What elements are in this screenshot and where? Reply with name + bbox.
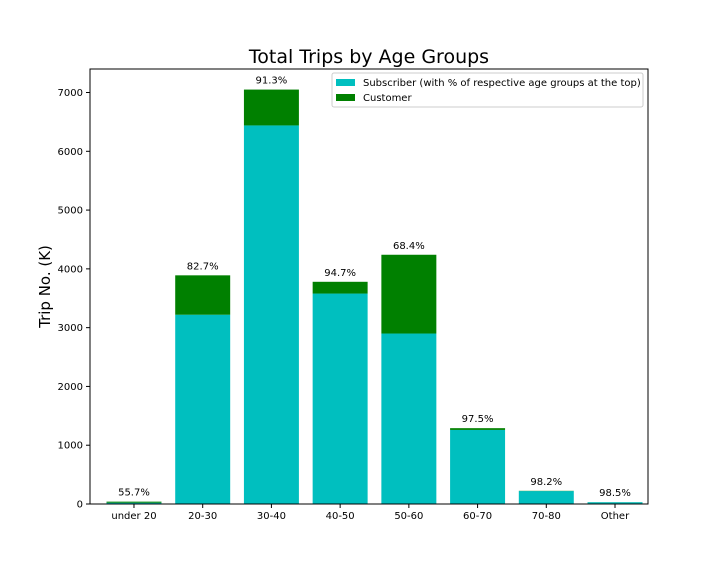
x-tick-label-4: 50-60: [394, 511, 423, 522]
bar-subscriber-0: [106, 502, 162, 504]
plot-area: 55.7% under 20 82.7% 20-30 91.3% 30-40 94.7% 40…: [58, 68, 649, 522]
y-tick-label-5: 5000: [58, 206, 83, 217]
bar-customer-5: [450, 428, 506, 430]
data-label-5: 97.5%: [462, 414, 494, 425]
y-tick-label-0: 0: [77, 500, 83, 511]
legend-label-customer: Customer: [363, 93, 412, 104]
legend: Subscriber (with % of respective age gro…: [331, 72, 644, 108]
legend-label-subscriber: Subscriber (with % of respective age gro…: [363, 78, 641, 89]
legend-swatch-customer: [336, 94, 355, 101]
data-label-6: 98.2%: [530, 477, 562, 488]
bar-subscriber-1: [175, 314, 231, 504]
bar-customer-2: [243, 89, 299, 126]
x-tick-label-3: 40-50: [326, 511, 355, 522]
x-tick-label-6: 70-80: [532, 511, 561, 522]
data-label-1: 82.7%: [187, 261, 219, 272]
data-label-3: 94.7%: [324, 268, 356, 279]
data-label-2: 91.3%: [256, 76, 288, 87]
legend-swatch-subscriber: [336, 79, 355, 86]
x-tick-label-0: under 20: [111, 511, 156, 522]
bar-subscriber-6: [518, 491, 574, 504]
data-label-4: 68.4%: [393, 241, 425, 252]
y-tick-label-1: 1000: [58, 441, 83, 452]
bar-customer-3: [312, 281, 368, 294]
bar-customer-0: [106, 501, 162, 503]
y-tick-label-2: 2000: [58, 382, 83, 393]
axes-frame: [89, 68, 649, 505]
y-tick-label-6: 6000: [58, 147, 83, 158]
x-tick-label-1: 20-30: [188, 511, 217, 522]
bar-subscriber-2: [243, 125, 299, 504]
x-tick-label-2: 30-40: [257, 511, 286, 522]
y-axis-label: Trip No. (K): [36, 245, 54, 329]
data-label-0: 55.7%: [118, 488, 150, 499]
y-tick-label-4: 4000: [58, 264, 83, 275]
bar-subscriber-5: [450, 429, 506, 504]
bar-customer-1: [175, 275, 231, 315]
y-tick-label-7: 7000: [58, 88, 83, 99]
bar-subscriber-4: [381, 333, 437, 504]
bar-subscriber-3: [312, 293, 368, 504]
y-tick-label-3: 3000: [58, 323, 83, 334]
legend-box: [331, 72, 644, 108]
bar-customer-4: [381, 254, 437, 334]
data-label-7: 98.5%: [599, 488, 631, 499]
chart-title: Total Trips by Age Groups: [248, 46, 489, 68]
x-tick-label-7: Other: [601, 511, 630, 522]
x-tick-label-5: 60-70: [463, 511, 492, 522]
bar-subscriber-7: [587, 502, 643, 504]
